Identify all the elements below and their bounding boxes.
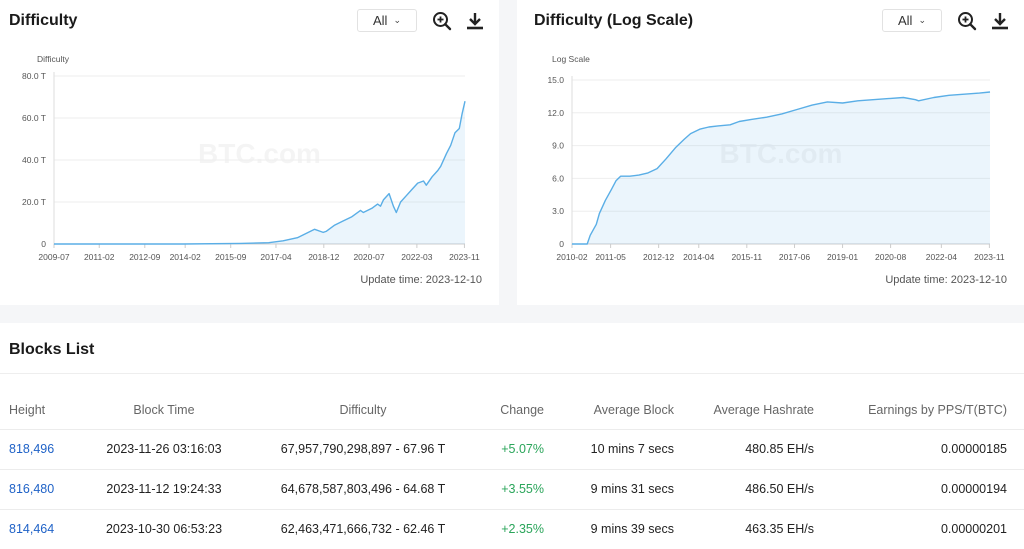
- chart-title: Difficulty (Log Scale): [534, 12, 694, 29]
- x-tick-label: 2023-11: [449, 252, 480, 262]
- block-time: 2023-11-12 19:24:33: [90, 468, 238, 509]
- x-tick-label: 2015-11: [732, 252, 763, 262]
- average-hashrate-value: 463.35 EH/s: [674, 508, 814, 549]
- chart-watermark: BTC.com: [720, 138, 843, 169]
- blocks-table: Height Block Time Difficulty Change Aver…: [0, 391, 1024, 549]
- y-tick-label: 80.0 T: [22, 71, 46, 81]
- column-header-change: Change: [500, 402, 544, 417]
- x-tick-label: 2020-08: [875, 252, 906, 262]
- x-tick-label: 2019-01: [827, 252, 858, 262]
- y-tick-label: 20.0 T: [22, 197, 46, 207]
- x-tick-label: 2022-03: [401, 252, 432, 262]
- y-tick-label: 40.0 T: [22, 155, 46, 165]
- y-tick-label: 6.0: [552, 173, 564, 183]
- series-area: [54, 101, 465, 244]
- y-axis-label: Log Scale: [552, 54, 590, 64]
- average-block-value: 9 mins 39 secs: [544, 508, 674, 549]
- x-tick-label: 2014-02: [170, 252, 201, 262]
- y-tick-label: 0: [559, 239, 564, 249]
- log-difficulty-chart: BTC.com Log Scale 0 3.0 6.0 9.0 12.0 15.0 2010-0…: [547, 54, 1005, 262]
- column-header-difficulty: Difficulty: [339, 402, 387, 417]
- x-tick-label: 2011-02: [84, 252, 115, 262]
- y-tick-label: 3.0: [552, 206, 564, 216]
- earnings-value: 0.00000201: [814, 508, 1024, 549]
- download-icon[interactable]: [990, 11, 1010, 31]
- x-tick-label: 2012-12: [643, 252, 674, 262]
- range-select-value: All: [373, 13, 388, 28]
- table-row: 818,496 2023-11-26 03:16:03 67,957,790,2…: [0, 428, 1024, 469]
- block-height-link[interactable]: 818,496: [9, 442, 55, 456]
- table-header-row: Height Block Time Difficulty Change Aver…: [0, 391, 1024, 429]
- range-select-value: All: [898, 13, 913, 28]
- earnings-value: 0.00000194: [814, 468, 1024, 509]
- x-tick-label: 2011-05: [595, 252, 626, 262]
- y-tick-label: 15.0: [547, 75, 564, 85]
- average-block-value: 10 mins 7 secs: [544, 428, 674, 469]
- change-value: +3.55%: [488, 468, 544, 509]
- x-tick-label: 2017-06: [779, 252, 810, 262]
- block-height-link[interactable]: 814,464: [9, 522, 55, 537]
- column-header-height: Height: [9, 402, 46, 417]
- blocks-list-panel: Blocks List Height Block Time Difficulty…: [0, 323, 1024, 549]
- difficulty-value: 62,463,471,666,732 - 62.46 T: [238, 508, 488, 549]
- average-hashrate-value: 480.85 EH/s: [674, 428, 814, 469]
- column-header-average-block: Average Block: [593, 402, 674, 417]
- series-area: [572, 92, 990, 244]
- change-value: +5.07%: [488, 428, 544, 469]
- download-icon[interactable]: [465, 11, 485, 31]
- y-tick-label: 12.0: [547, 108, 564, 118]
- average-hashrate-value: 486.50 EH/s: [674, 468, 814, 509]
- y-tick-label: 60.0 T: [22, 113, 46, 123]
- difficulty-chart: BTC.com Difficulty 0 20.0 T 40.0 T 60.0 T 80.0…: [22, 54, 480, 262]
- table-row: 816,480 2023-11-12 19:24:33 64,678,587,8…: [0, 468, 1024, 509]
- column-header-block-time: Block Time: [133, 402, 195, 417]
- change-value: +2.35%: [488, 508, 544, 549]
- x-tick-label: 2014-04: [683, 252, 714, 262]
- series-line: [572, 91, 991, 245]
- block-time: 2023-10-30 06:53:23: [90, 508, 238, 549]
- x-tick-label: 2010-02: [556, 252, 587, 262]
- zoom-in-icon[interactable]: [957, 11, 977, 31]
- block-time: 2023-11-26 03:16:03: [90, 428, 238, 469]
- block-height-link[interactable]: 816,480: [9, 482, 55, 496]
- update-time: Update time: 2023-12-10: [885, 274, 1007, 286]
- x-tick-label: 2009-07: [38, 252, 69, 262]
- difficulty-value: 67,957,790,298,897 - 67.96 T: [238, 428, 488, 469]
- column-header-average-hashrate: Average Hashrate: [713, 402, 814, 417]
- x-tick-label: 2023-11: [974, 252, 1005, 262]
- x-tick-label: 2017-04: [260, 252, 291, 262]
- y-tick-label: 0: [41, 239, 46, 249]
- x-tick-label: 2018-12: [308, 252, 339, 262]
- y-tick-label: 9.0: [552, 141, 564, 151]
- blocks-list-title: Blocks List: [9, 341, 95, 358]
- column-header-earnings: Earnings by PPS/T(BTC): [868, 402, 1007, 417]
- y-axis-label: Difficulty: [37, 54, 70, 64]
- update-time: Update time: 2023-12-10: [360, 274, 482, 286]
- zoom-in-icon[interactable]: [432, 11, 452, 31]
- series-line: [54, 101, 466, 245]
- chevron-down-icon: ⌄: [918, 15, 926, 25]
- chevron-down-icon: ⌄: [393, 15, 401, 25]
- x-tick-label: 2022-04: [926, 252, 957, 262]
- x-tick-label: 2015-09: [215, 252, 246, 262]
- x-tick-label: 2020-07: [353, 252, 384, 262]
- x-tick-label: 2012-09: [129, 252, 160, 262]
- table-row: 814,464 2023-10-30 06:53:23 62,463,471,6…: [0, 508, 1024, 549]
- difficulty-chart-panel: Difficulty All ⌄ BTC.com Difficulty 0 20.0 …: [0, 0, 499, 305]
- log-difficulty-chart-panel: Difficulty (Log Scale) All ⌄ BTC.com Log …: [517, 0, 1024, 305]
- difficulty-value: 64,678,587,803,496 - 64.68 T: [238, 468, 488, 509]
- divider: [0, 373, 1024, 374]
- range-select[interactable]: All ⌄: [882, 9, 942, 32]
- chart-title: Difficulty: [9, 12, 78, 29]
- earnings-value: 0.00000185: [814, 428, 1024, 469]
- average-block-value: 9 mins 31 secs: [544, 468, 674, 509]
- chart-watermark: BTC.com: [198, 138, 321, 169]
- range-select[interactable]: All ⌄: [357, 9, 417, 32]
